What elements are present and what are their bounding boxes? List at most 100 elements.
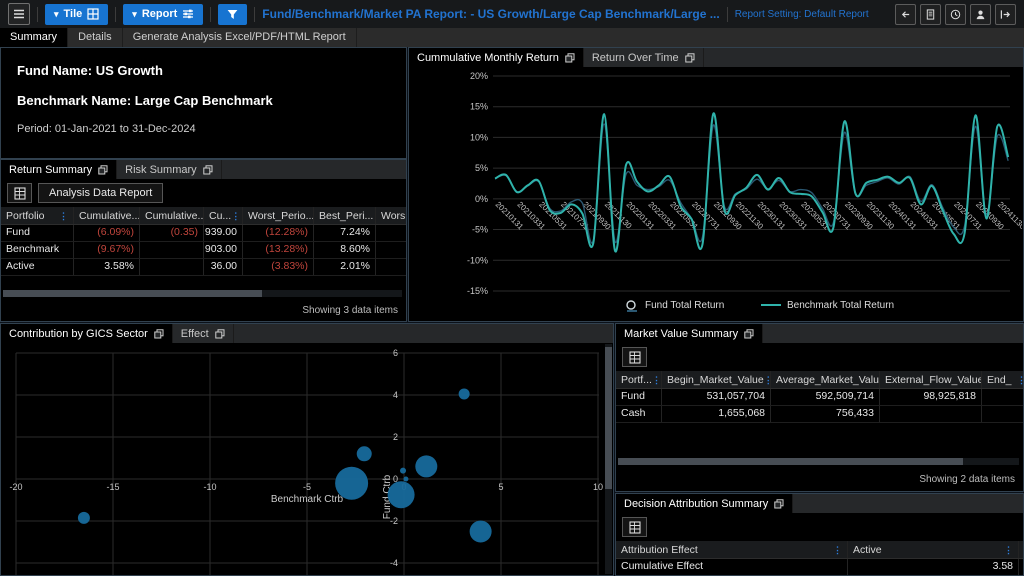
x-axis-label: Benchmark Ctrb [271, 494, 344, 505]
history-button[interactable] [945, 3, 966, 25]
svg-text:2: 2 [393, 432, 398, 442]
column-header-label: Active [853, 543, 882, 556]
sector-bubble [387, 481, 415, 509]
user-button[interactable] [970, 3, 991, 25]
panel-tab[interactable]: Cummulative Monthly Return [409, 48, 584, 67]
panel-tab[interactable]: Return Over Time [584, 48, 704, 67]
tab-label: Effect [180, 327, 209, 340]
y-axis-label: Fund Ctrb [382, 474, 393, 519]
hamburger-menu-button[interactable] [8, 3, 30, 25]
svg-text:0: 0 [393, 474, 398, 484]
column-menu-icon[interactable]: ⋮ [406, 208, 407, 224]
column-header[interactable]: Begin_Market_Value⋮ [662, 371, 771, 388]
excel-icon [13, 186, 26, 200]
table-row[interactable]: Fund (6.09%) (0.35) 939.00 (12.28%) 7.24% [1, 225, 406, 242]
panel-tab[interactable]: Contribution by GICS Sector [1, 324, 173, 343]
sign-out-button[interactable] [995, 3, 1016, 25]
decision-panel-toolbar [616, 513, 1023, 541]
tab-summary[interactable]: Summary [0, 28, 69, 47]
copy-icon[interactable] [98, 164, 108, 175]
toolbar-separator [115, 6, 117, 22]
scrollbar-thumb[interactable] [605, 346, 612, 490]
excel-icon [628, 350, 641, 364]
table-row[interactable]: Cumulative Effect 3.58 [616, 559, 1023, 575]
market-panel-tabs: Market Value Summary [616, 324, 1023, 343]
toolbar-separator [210, 6, 212, 22]
scrollbar-thumb[interactable] [618, 458, 963, 465]
svg-text:20%: 20% [470, 71, 488, 81]
copy-icon[interactable] [774, 498, 784, 509]
column-menu-icon[interactable]: ⋮ [373, 208, 375, 224]
panel-tab[interactable]: Risk Summary [117, 160, 222, 179]
table-cell: Cumulative Effect [616, 559, 848, 575]
copy-icon[interactable] [565, 52, 575, 63]
table-row[interactable]: Active 3.58% 36.00 (3.83%) 2.01% [1, 259, 406, 276]
column-menu-icon[interactable]: ⋮ [833, 544, 842, 555]
column-menu-icon[interactable]: ⋮ [231, 210, 241, 221]
table-row[interactable]: Benchmark (9.67%) 903.00 (13.28%) 8.60% [1, 242, 406, 259]
table-row[interactable]: Cash 1,655,068 756,433 [616, 406, 1023, 423]
column-header[interactable]: Wors⋮ [376, 207, 407, 224]
column-header[interactable]: End_ ⋮ [982, 371, 1023, 388]
chart-panel-tabs: Cummulative Monthly Return Return Over Ti… [409, 48, 1023, 67]
excel-export-button[interactable] [622, 517, 647, 537]
horizontal-scrollbar[interactable] [618, 458, 1019, 465]
tab-label: Market Value Summary [624, 327, 739, 340]
column-header[interactable]: Worst_Perio...⋮ [243, 207, 314, 224]
filter-button[interactable] [218, 3, 248, 25]
svg-text:Fund Ctrb: Fund Ctrb [382, 474, 393, 519]
table-cell: Cash [616, 406, 662, 422]
table-cell [982, 406, 1023, 422]
table-header-row: Portfolio⋮Cumulative...⋮Cumulative...⋮Cu… [1, 207, 406, 225]
column-header[interactable]: Cumulative...⋮ [140, 207, 204, 224]
column-header[interactable]: Portf... ⋮ [616, 371, 662, 388]
svg-text:10: 10 [593, 482, 603, 492]
fund-info-panel: Fund Name: US Growth Benchmark Name: Lar… [0, 47, 407, 159]
sector-bubble [356, 446, 372, 462]
table-row[interactable]: Fund 531,057,704 592,509,714 98,925,818 [616, 389, 1023, 406]
panel-tab[interactable]: Effect [173, 324, 234, 343]
tile-button[interactable]: ▾ Tile [45, 3, 109, 25]
column-header[interactable]: External_Flow_Value⋮ [880, 371, 982, 388]
column-header[interactable]: Average_Market_Value⋮ [771, 371, 880, 388]
column-menu-icon[interactable]: ⋮ [764, 372, 770, 388]
panel-tab[interactable]: Decision Attribution Summary [616, 494, 794, 513]
column-menu-icon[interactable]: ⋮ [59, 210, 68, 221]
column-header[interactable]: Active ⋮ [848, 541, 1019, 558]
copy-icon[interactable] [215, 328, 225, 339]
analysis-data-report-button[interactable]: Analysis Data Report [38, 183, 164, 203]
excel-export-button[interactable] [7, 183, 32, 203]
table-cell: 98,925,818 [880, 389, 982, 405]
back-arrow-button[interactable] [895, 3, 916, 25]
market-panel-toolbar [616, 343, 1023, 371]
table-cell [376, 225, 406, 241]
tab-generate-analysis-excel-pdf-html-report[interactable]: Generate Analysis Excel/PDF/HTML Report [123, 28, 357, 47]
column-header[interactable]: Cumulative...⋮ [74, 207, 140, 224]
copy-icon[interactable] [684, 52, 695, 63]
excel-export-button[interactable] [622, 347, 647, 367]
column-menu-icon[interactable]: ⋮ [1017, 372, 1023, 388]
table-cell: 2.01% [314, 259, 376, 275]
column-menu-icon[interactable]: ⋮ [1004, 544, 1013, 555]
tab-details[interactable]: Details [68, 28, 123, 47]
table-cell: 8.60% [314, 242, 376, 258]
report-button[interactable]: ▾ Report [123, 3, 204, 25]
column-header[interactable]: Best_Peri...⋮ [314, 207, 376, 224]
return-chart-panel: Cummulative Monthly Return Return Over Ti… [408, 47, 1024, 322]
vertical-scrollbar[interactable] [605, 344, 612, 574]
panel-tab[interactable]: Return Summary [1, 160, 118, 179]
horizontal-scrollbar[interactable] [3, 290, 402, 297]
scrollbar-thumb[interactable] [3, 290, 263, 297]
document-button[interactable] [920, 3, 941, 25]
copy-icon[interactable] [202, 164, 213, 175]
column-header[interactable]: Cu... ⋮ [204, 207, 243, 224]
panel-tab[interactable]: Market Value Summary [616, 324, 764, 343]
table-header-row: Portf...⋮Begin_Market_Value⋮Average_Mark… [616, 371, 1023, 389]
column-header[interactable]: Attribution Effect ⋮ [616, 541, 848, 558]
copy-icon[interactable] [744, 328, 754, 339]
column-header[interactable]: Portfolio ⋮ [1, 207, 74, 224]
return-panel-tabs: Return Summary Risk Summary [1, 160, 406, 179]
return-summary-panel: Return Summary Risk Summary Analysis Data… [0, 159, 407, 322]
copy-icon[interactable] [154, 328, 164, 339]
column-menu-icon[interactable]: ⋮ [651, 374, 661, 385]
